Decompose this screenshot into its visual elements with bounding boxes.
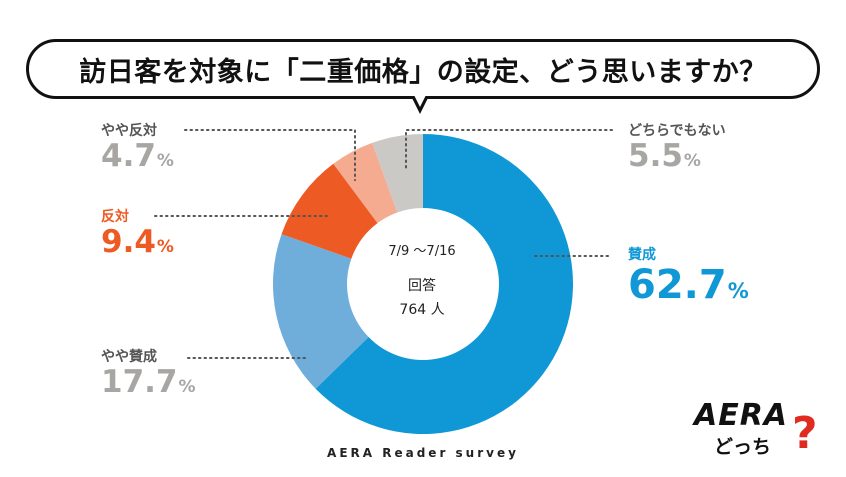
label-value: 9.4 — [101, 224, 156, 260]
label-value: 62.7 — [628, 262, 727, 308]
aera-dotchi-logo: AERA どっち ? — [694, 398, 818, 459]
percent-sign: % — [156, 237, 174, 257]
label-name: どちらでもない — [628, 123, 726, 139]
bubble-tail-inner — [414, 95, 426, 107]
logo-sub: どっち — [714, 436, 772, 458]
donut-slice — [273, 234, 369, 389]
label-value: 17.7 — [101, 364, 178, 400]
survey-date-range: 7/9 ～7/16 — [388, 244, 456, 259]
label-value: 5.5 — [628, 138, 683, 174]
label-neutral: どちらでもない 5.5% — [628, 120, 726, 173]
source-note: AERA Reader survey — [327, 446, 519, 460]
donut-slice — [315, 134, 573, 435]
label-against: 反対 9.4% — [101, 206, 174, 259]
label-value: 4.7 — [101, 138, 156, 174]
donut-slice — [333, 142, 398, 224]
label-name: やや反対 — [101, 123, 157, 139]
donut-center-text: 7/9 ～7/16 回答 764 人 — [352, 240, 492, 319]
label-agree: 賛成 62.7% — [628, 244, 749, 306]
donut-slice — [372, 134, 423, 213]
label-name: 賛成 — [628, 247, 656, 263]
question-text: 訪日客を対象に「二重価格」の設定、どう思いますか？ — [79, 56, 767, 88]
label-slightly-agree: やや賛成 17.7% — [101, 346, 196, 399]
question-mark-icon: ? — [792, 408, 818, 459]
respondents-count: 764 人 — [399, 302, 445, 318]
leader-slightly-against — [184, 129, 356, 182]
question-bubble: 訪日客を対象に「二重価格」の設定、どう思いますか？ — [26, 39, 820, 99]
respondents-label: 回答 — [408, 278, 436, 294]
logo-brand: AERA — [694, 398, 789, 433]
label-name: やや賛成 — [101, 349, 157, 365]
percent-sign: % — [727, 279, 749, 303]
label-name: 反対 — [101, 209, 129, 225]
leader-neutral — [405, 129, 613, 169]
percent-sign: % — [683, 151, 701, 171]
donut-slice — [281, 163, 378, 259]
percent-sign: % — [178, 377, 196, 397]
label-slightly-against: やや反対 4.7% — [101, 120, 174, 173]
percent-sign: % — [156, 151, 174, 171]
